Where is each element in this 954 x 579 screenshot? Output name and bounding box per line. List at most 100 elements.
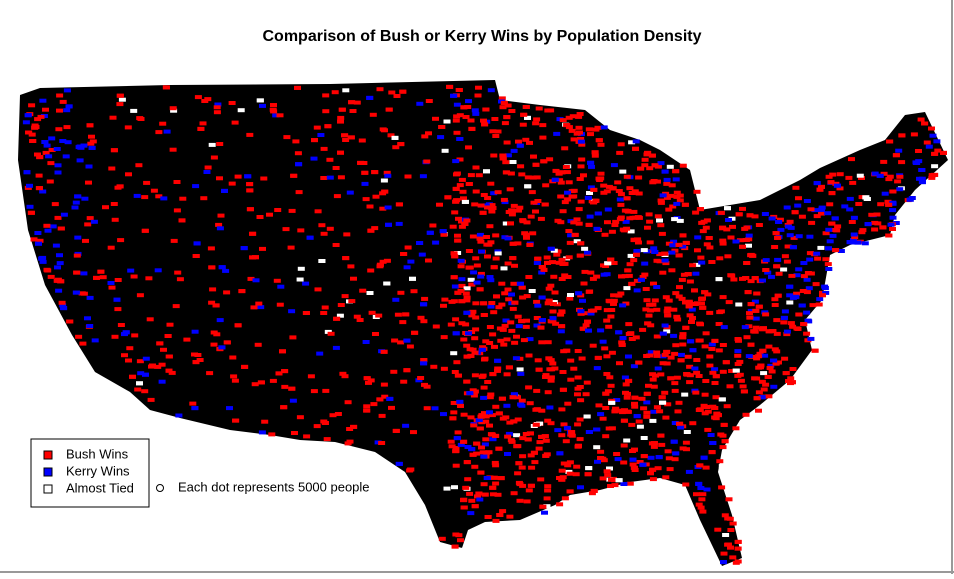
population-dot	[742, 238, 750, 242]
population-dot	[780, 267, 788, 272]
population-dot	[441, 148, 449, 153]
population-dot	[504, 236, 512, 241]
population-dot	[472, 111, 480, 116]
population-dot	[824, 211, 832, 216]
population-dot	[751, 276, 759, 281]
population-dot	[668, 268, 676, 273]
population-dot	[567, 377, 575, 382]
population-dot	[694, 235, 702, 240]
population-dot	[320, 176, 328, 180]
population-dot	[567, 233, 575, 238]
population-dot	[918, 176, 926, 181]
population-dot	[646, 166, 654, 171]
population-dot	[615, 189, 623, 193]
population-dot	[786, 219, 794, 224]
population-dot	[624, 391, 631, 396]
population-dot	[680, 272, 688, 277]
population-dot	[27, 210, 35, 215]
population-dot	[266, 212, 273, 217]
population-dot	[849, 180, 857, 185]
population-dot	[378, 441, 386, 445]
population-dot	[529, 231, 537, 236]
population-dot	[751, 214, 759, 219]
population-dot	[539, 123, 547, 128]
population-dot	[108, 285, 116, 290]
population-dot	[547, 375, 555, 380]
population-dot	[599, 339, 607, 344]
population-dot	[470, 393, 478, 398]
population-dot	[871, 171, 879, 176]
population-dot	[440, 335, 448, 340]
population-dot	[795, 267, 803, 272]
population-dot	[468, 282, 476, 287]
population-dot	[818, 205, 826, 210]
population-dot	[885, 233, 893, 238]
population-dot	[593, 366, 601, 371]
population-dot	[721, 513, 729, 518]
population-dot	[58, 300, 66, 305]
population-dot	[494, 251, 502, 256]
population-dot	[673, 190, 681, 195]
population-dot	[527, 483, 535, 488]
population-dot	[579, 326, 587, 331]
population-dot	[497, 476, 505, 481]
population-dot	[665, 456, 673, 461]
population-dot	[287, 245, 295, 250]
population-dot	[452, 199, 460, 204]
population-dot	[747, 279, 755, 284]
population-dot	[492, 256, 500, 261]
population-dot	[693, 189, 701, 194]
population-dot	[56, 108, 63, 113]
population-dot	[218, 345, 226, 350]
population-dot	[487, 205, 495, 210]
population-dot	[486, 423, 493, 428]
population-dot	[639, 327, 647, 332]
population-dot	[556, 178, 564, 183]
population-dot	[647, 308, 654, 313]
population-dot	[440, 366, 448, 371]
population-dot	[388, 90, 396, 95]
population-dot	[221, 188, 228, 193]
population-dot	[113, 297, 121, 302]
population-dot	[178, 218, 186, 223]
population-dot	[453, 436, 461, 441]
population-dot	[447, 322, 455, 327]
population-dot	[675, 242, 683, 247]
population-dot	[260, 176, 268, 181]
population-dot	[725, 497, 733, 502]
population-dot	[78, 291, 86, 296]
population-dot	[716, 256, 724, 261]
population-dot	[577, 137, 585, 141]
population-dot	[498, 302, 506, 307]
population-dot	[392, 145, 400, 150]
population-dot	[594, 211, 602, 216]
population-dot	[624, 209, 632, 214]
population-dot	[504, 261, 512, 266]
population-dot	[697, 505, 705, 510]
population-dot	[471, 350, 479, 355]
population-dot	[80, 143, 88, 148]
dot-note: Each dot represents 5000 people	[178, 479, 370, 494]
population-dot	[486, 325, 494, 329]
population-dot	[385, 107, 393, 112]
population-dot	[210, 155, 218, 160]
population-dot	[836, 172, 844, 177]
population-dot	[873, 212, 881, 217]
population-dot	[633, 252, 640, 257]
population-dot	[525, 385, 533, 390]
population-dot	[880, 171, 888, 176]
population-dot	[910, 132, 918, 137]
population-dot	[472, 189, 480, 194]
population-dot	[453, 130, 461, 135]
population-dot	[577, 398, 585, 403]
population-dot	[519, 436, 527, 441]
population-dot	[342, 138, 350, 142]
population-dot	[664, 313, 672, 318]
population-dot	[348, 100, 356, 105]
population-dot	[661, 323, 669, 328]
population-dot	[440, 303, 447, 308]
population-dot	[311, 138, 318, 143]
population-dot	[507, 171, 515, 176]
population-dot	[611, 223, 619, 227]
population-dot	[719, 369, 727, 374]
